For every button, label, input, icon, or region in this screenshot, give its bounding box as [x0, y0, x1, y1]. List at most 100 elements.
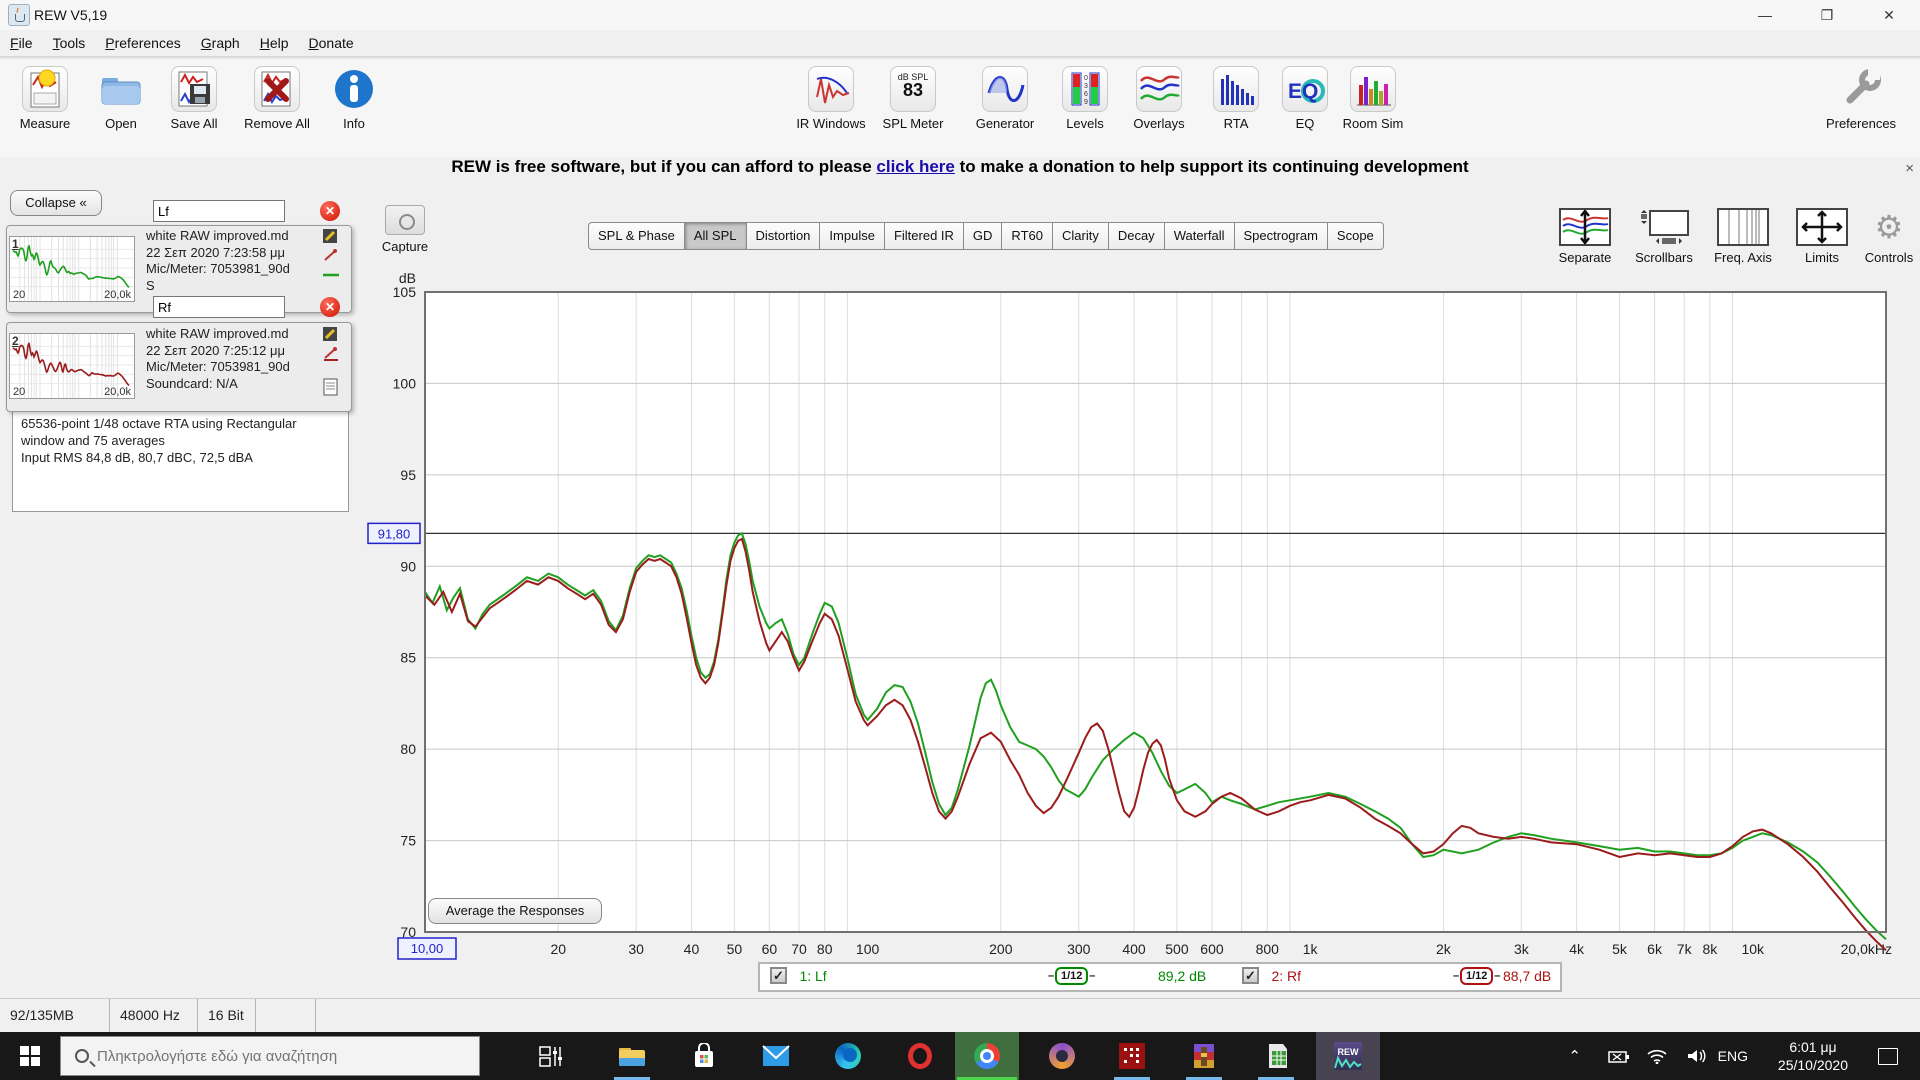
start-button[interactable] — [0, 1032, 60, 1080]
svg-text:85: 85 — [400, 650, 416, 666]
svg-text:600: 600 — [1200, 941, 1224, 957]
action-center-button[interactable] — [1864, 1032, 1912, 1080]
clock[interactable]: 6:01 μμ 25/10/2020 — [1778, 1032, 1848, 1080]
menu-preferences[interactable]: Preferences — [105, 35, 181, 51]
measurement-1-delete-icon[interactable]: ✕ — [320, 201, 340, 221]
rta-button[interactable]: RTA — [1197, 66, 1275, 131]
info-line-3: Input RMS 84,8 dB, 80,7 dBC, 72,5 dBA — [21, 450, 253, 465]
open-button[interactable]: Open — [82, 66, 160, 131]
separate-button[interactable]: Separate — [1549, 208, 1621, 265]
measurement-1-soundcard: S — [146, 277, 155, 293]
tab-waterfall[interactable]: Waterfall — [1163, 222, 1234, 250]
measurement-2-trace-color-icon[interactable] — [322, 346, 340, 362]
clock-date: 25/10/2020 — [1777, 1057, 1848, 1073]
search-input[interactable] — [97, 1047, 457, 1065]
tab-rt60[interactable]: RT60 — [1001, 222, 1052, 250]
tab-scope[interactable]: Scope — [1326, 222, 1384, 250]
measurement-1-thumbnail[interactable]: 1 20 20,0k — [9, 236, 135, 302]
collapse-button[interactable]: Collapse « — [10, 190, 102, 216]
donation-link[interactable]: click here — [876, 157, 955, 176]
maximize-button[interactable]: ❐ — [1820, 7, 1834, 23]
legend-2-checkbox[interactable]: ✓ — [1242, 967, 1259, 985]
remote-app-button[interactable] — [1100, 1032, 1164, 1080]
tab-gd[interactable]: GD — [962, 222, 1002, 250]
info-button[interactable]: Info — [315, 66, 393, 131]
battery-icon[interactable] — [1608, 1032, 1630, 1080]
rew-taskbar-button[interactable]: REW — [1316, 1032, 1380, 1080]
legend-1-checkbox[interactable]: ✓ — [770, 967, 787, 985]
edge-button[interactable] — [816, 1032, 880, 1080]
file-explorer-button[interactable] — [600, 1032, 664, 1080]
tab-spl-phase[interactable]: SPL & Phase — [588, 222, 684, 250]
tab-all-spl[interactable]: All SPL — [683, 222, 746, 250]
volume-icon[interactable] — [1686, 1032, 1708, 1080]
legend-1-smoothing-badge[interactable]: 1/12 — [1048, 967, 1096, 985]
measurement-2-delete-icon[interactable]: ✕ — [320, 297, 340, 317]
tab-filtered-ir[interactable]: Filtered IR — [883, 222, 963, 250]
svg-text:100: 100 — [393, 375, 417, 391]
chrome-button[interactable] — [955, 1032, 1019, 1080]
measurement-2-thumbnail[interactable]: 2 20 20,0k — [9, 333, 135, 399]
measurement-1-details: white RAW improved.md 22 Σεπ 2020 7:23:5… — [146, 228, 306, 294]
legend-1-smoothing[interactable]: 1/12 — [1048, 967, 1096, 989]
tray-chevron[interactable]: ⌃ — [1568, 1048, 1581, 1065]
mail-button[interactable] — [744, 1032, 808, 1080]
mail-icon — [762, 1045, 790, 1066]
measure-button[interactable]: Measure — [6, 66, 84, 131]
spl-meter-button[interactable]: dB SPL 83 SPL Meter — [874, 66, 952, 131]
tab-decay[interactable]: Decay — [1107, 222, 1164, 250]
save-all-button[interactable]: Save All — [155, 66, 233, 131]
menu-file[interactable]: File — [10, 35, 33, 51]
tab-distortion[interactable]: Distortion — [745, 222, 820, 250]
measurement-2-notes-icon[interactable] — [322, 378, 340, 396]
svg-text:70: 70 — [791, 941, 807, 957]
running-indicator — [614, 1077, 650, 1080]
status-samplerate: 48000 Hz — [110, 999, 198, 1033]
measurement-1-name-input[interactable] — [153, 200, 285, 222]
measurement-1-trace-color-icon[interactable] — [322, 248, 340, 264]
menu-graph[interactable]: Graph — [200, 35, 240, 51]
average-responses-button[interactable]: Average the Responses — [428, 898, 602, 924]
freq-axis-button[interactable]: Freq. Axis — [1707, 208, 1779, 265]
language-indicator[interactable]: ENG — [1717, 1048, 1748, 1064]
measurement-2-name-input[interactable] — [153, 296, 285, 318]
taskbar-search[interactable] — [60, 1036, 480, 1076]
close-button[interactable]: ✕ — [1883, 7, 1895, 23]
winrar-button[interactable] — [1172, 1032, 1236, 1080]
svg-text:75: 75 — [400, 833, 416, 849]
banner-close-icon[interactable]: × — [1905, 160, 1914, 177]
tab-clarity[interactable]: Clarity — [1051, 222, 1108, 250]
ir-windows-button[interactable]: IR Windows — [792, 66, 870, 131]
avast-browser-button[interactable] — [1030, 1032, 1094, 1080]
capture-button[interactable]: Capture — [374, 205, 436, 254]
calc-button[interactable] — [1244, 1032, 1308, 1080]
limits-icon — [1796, 208, 1848, 246]
wifi-icon[interactable] — [1646, 1032, 1668, 1080]
minimize-button[interactable]: — — [1758, 7, 1772, 23]
remove-all-button[interactable]: Remove All — [238, 66, 316, 131]
limits-button[interactable]: Limits — [1786, 208, 1858, 265]
legend-item-1: ✓ 1: Lf — [770, 967, 827, 989]
task-view-button[interactable] — [520, 1032, 584, 1080]
opera-button[interactable] — [888, 1032, 952, 1080]
eq-button[interactable]: EQ EQ — [1266, 66, 1344, 131]
room-sim-icon — [1350, 66, 1396, 112]
menu-donate[interactable]: Donate — [308, 35, 354, 51]
spl-chart[interactable]: 105 100 95 90 85 80 75 70 dB 20 30 40 50 60 70 80 100 200… — [352, 258, 1912, 998]
measurement-2-edit-icon[interactable] — [322, 326, 340, 342]
tab-impulse[interactable]: Impulse — [819, 222, 884, 250]
legend-2-smoothing-badge[interactable]: 1/12 — [1453, 967, 1501, 985]
menu-help[interactable]: Help — [259, 35, 289, 51]
measurement-1-edit-icon[interactable] — [322, 228, 340, 244]
overlays-button[interactable]: Overlays — [1120, 66, 1198, 131]
generator-button[interactable]: Generator — [966, 66, 1044, 131]
tab-spectrogram[interactable]: Spectrogram — [1233, 222, 1327, 250]
scrollbars-button[interactable]: Scrollbars — [1628, 208, 1700, 265]
room-sim-button[interactable]: Room Sim — [1334, 66, 1412, 131]
preferences-button[interactable]: Preferences — [1822, 66, 1900, 131]
controls-button[interactable]: ⚙ Controls — [1864, 209, 1914, 265]
legend-2-smoothing[interactable]: 1/12 — [1453, 967, 1501, 989]
menu-tools[interactable]: Tools — [52, 35, 86, 51]
store-button[interactable] — [672, 1032, 736, 1080]
